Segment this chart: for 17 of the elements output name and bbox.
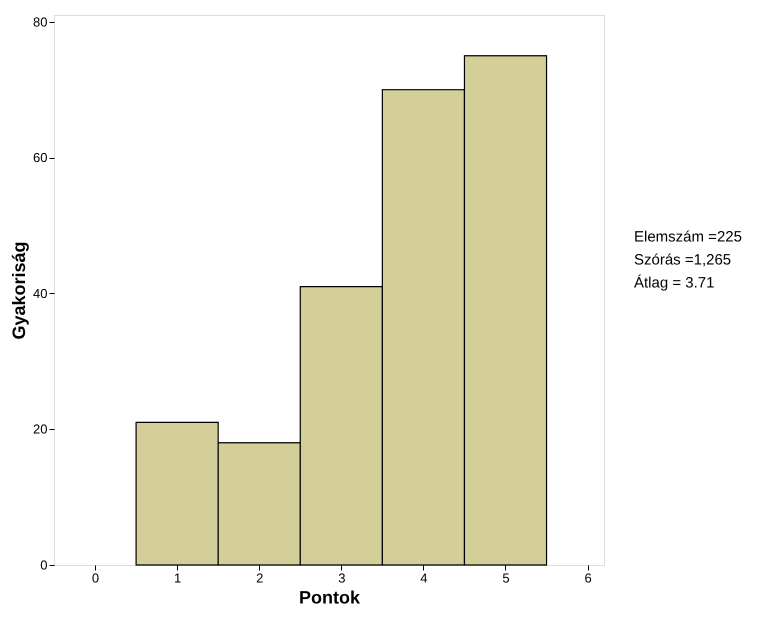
x-axis-title: Pontok xyxy=(299,588,361,608)
y-tick-label: 80 xyxy=(33,14,48,30)
y-tick-label: 40 xyxy=(33,286,48,301)
x-tick-label: 2 xyxy=(256,570,264,586)
x-tick-label: 0 xyxy=(92,570,100,586)
y-tick-label: 20 xyxy=(33,422,48,437)
text: Átlag = 3.71 xyxy=(634,274,714,292)
x-tick-label: 4 xyxy=(420,570,428,586)
y-axis-title: Gyakoriság xyxy=(9,241,30,340)
x-tick-label: 3 xyxy=(338,570,346,586)
x-tick-label: 5 xyxy=(502,570,510,586)
y-tick-label: 0 xyxy=(40,558,48,572)
x-tick-label: 1 xyxy=(174,570,182,586)
y-tick-label: 60 xyxy=(33,150,48,166)
text: Szórás =1,265 xyxy=(634,252,732,268)
text: Elemszám =225 xyxy=(634,228,742,246)
x-tick-label: 6 xyxy=(584,570,592,586)
